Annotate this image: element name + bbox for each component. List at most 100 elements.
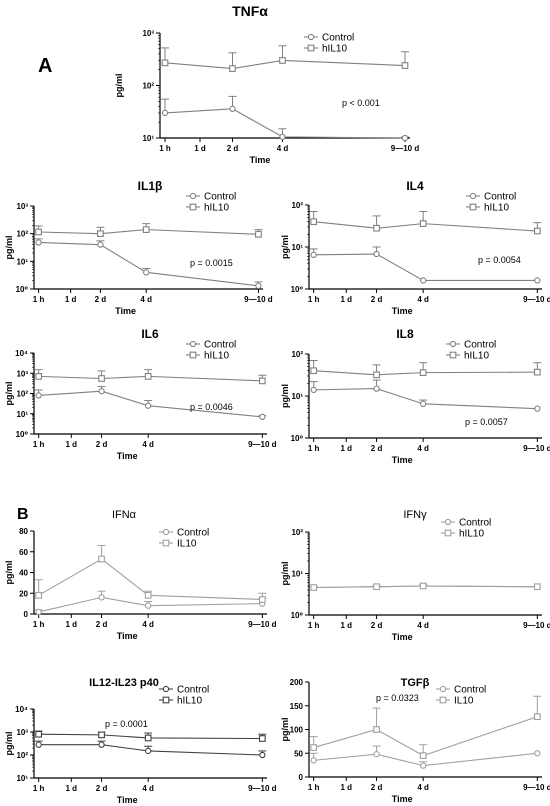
x-tick-label-ifna: 1 h	[33, 620, 45, 629]
y-axis-label-il12: pg/ml	[4, 732, 14, 756]
y-axis-label-il8: pg/ml	[280, 384, 290, 408]
data-point-il8-Control	[373, 385, 380, 392]
legend-marker-il6	[189, 351, 197, 359]
legend-marker-ifng	[444, 529, 452, 537]
legend-label-tnfa: hIL10	[322, 44, 347, 55]
x-tick-label-il6: 9—10 d	[248, 440, 277, 449]
series-line-tnfa-Control	[164, 108, 406, 139]
data-point-il4-Control	[534, 277, 541, 284]
x-axis-label-il12: Time	[117, 795, 138, 805]
data-point-ifna-Control	[98, 594, 105, 601]
x-tick-label-il12: 2 d	[96, 784, 108, 793]
y-tick-label-ifng: 10⁰	[291, 611, 304, 620]
p-value-il4: p = 0.0054	[478, 255, 521, 265]
y-tick-label-il1b: 10¹	[16, 257, 28, 266]
x-tick-label-il6: 4 d	[142, 440, 154, 449]
data-point-il4-hIL10	[533, 227, 541, 235]
data-point-ifng-hIL10	[419, 582, 427, 590]
data-point-tgfb-IL10	[533, 713, 541, 721]
series-line-il6-Control	[38, 390, 263, 418]
x-tick-label-il4: 9—10 d	[523, 295, 550, 304]
series-line-il8-hIL10	[313, 370, 538, 376]
y-tick-label-il6: 10³	[16, 369, 28, 378]
x-tick-label-il12: 9—10 d	[248, 784, 277, 793]
legend-label-ifng: hIL10	[459, 529, 484, 540]
x-tick-label-tgfb: 4 d	[417, 783, 429, 792]
chart-title-il1b: IL1β	[138, 179, 163, 193]
x-axis-label-tgfb: Time	[392, 794, 413, 804]
p-value-il8: p = 0.0057	[465, 417, 508, 427]
x-tick-label-il12: 4 d	[142, 784, 154, 793]
data-point-tnfa-hIL10	[229, 65, 236, 72]
data-point-il6-hIL10	[144, 373, 152, 380]
y-axis-label-ifng: pg/ml	[280, 562, 290, 586]
series-line-tgfb-IL10	[313, 716, 538, 757]
data-point-il1b-Control	[35, 239, 42, 246]
data-point-tgfb-Control	[310, 757, 317, 764]
legend-marker-il8	[449, 351, 457, 359]
chart-ifna: IFNα 0 20 40 60 80 1 h 1 d 2 d 4 d 9—10 d Time pg/ml…	[4, 509, 277, 641]
y-tick-label-tnfa: 10¹	[142, 134, 154, 143]
data-point-ifna-IL10	[98, 555, 105, 563]
chart-title-tnfa: TNFα	[232, 3, 268, 19]
data-point-il12-Control	[35, 741, 42, 748]
data-point-il1b-hIL10	[35, 228, 42, 236]
data-point-ifna-IL10	[144, 591, 152, 599]
chart-title-il6: IL6	[141, 327, 159, 341]
x-tick-label-il12: 1 d	[65, 784, 77, 793]
series-line-il6-hIL10	[38, 375, 263, 382]
chart-title-il8: IL8	[396, 327, 414, 341]
legend-label-il8: hIL10	[464, 351, 489, 362]
series-line-ifna-IL10	[38, 558, 263, 601]
y-tick-label-ifna: 40	[19, 569, 28, 578]
y-tick-label-il6: 10¹	[16, 410, 28, 419]
data-point-tnfa-Control	[279, 133, 286, 141]
data-point-tgfb-Control	[534, 750, 541, 757]
y-tick-label-il6: 10²	[16, 390, 28, 399]
y-tick-label-tgfb: 150	[290, 702, 304, 711]
x-tick-label-ifng: 4 d	[417, 621, 429, 630]
y-tick-label-tnfa: 10³	[142, 29, 154, 38]
x-tick-label-il1b: 1 h	[33, 295, 45, 304]
y-axis-label-tgfb: pg/ml	[280, 718, 290, 742]
x-tick-label-ifna: 2 d	[96, 620, 108, 629]
y-tick-label-il8: 10⁰	[291, 434, 304, 443]
data-point-tgfb-IL10	[310, 744, 318, 751]
chart-il6: IL6 10⁰ 10¹ 10² 10³ 10⁴ 1 h 1 d 2 d 4 d 9—10 d Time…	[4, 327, 277, 461]
y-tick-label-tgfb: 100	[290, 726, 304, 735]
x-tick-label-ifng: 1 d	[340, 621, 352, 630]
series-line-il8-Control	[313, 388, 538, 410]
series-line-ifng-hIL10	[313, 585, 538, 589]
data-point-il6-Control	[259, 413, 266, 421]
x-tick-label-tnfa: 1 d	[194, 144, 206, 153]
p-value-il6: p = 0.0046	[190, 402, 233, 412]
y-tick-label-il4: 10⁰	[291, 285, 304, 294]
data-point-il6-Control	[98, 388, 105, 395]
legend-label-il1b: Control	[204, 192, 236, 203]
data-point-il6-Control	[35, 392, 42, 399]
legend-marker-il8	[449, 340, 457, 348]
legend-marker-tnfa	[307, 33, 315, 41]
x-tick-label-il6: 1 d	[65, 440, 77, 449]
data-point-ifng-hIL10	[533, 583, 541, 591]
legend-label-tnfa: Control	[322, 33, 354, 44]
x-tick-label-tnfa: 9—10 d	[391, 144, 420, 153]
p-value-tnfa: p < 0.001	[342, 98, 380, 108]
data-point-ifna-IL10	[258, 596, 266, 603]
x-tick-label-il4: 2 d	[371, 295, 383, 304]
y-tick-label-il6: 10⁰	[16, 430, 29, 439]
y-tick-label-ifna: 20	[19, 589, 28, 598]
series-line-il4-hIL10	[313, 221, 538, 232]
y-tick-label-tgfb: 50	[294, 749, 303, 758]
chart-title-tgfb: TGFβ	[401, 677, 430, 689]
series-line-il12-Control	[38, 744, 263, 756]
legend-marker-ifng	[444, 518, 452, 526]
series-line-il1b-hIL10	[38, 229, 259, 235]
y-tick-label-il8: 10¹	[291, 392, 303, 401]
chart-il1b: IL1β 10⁰ 10¹ 10² 10³ 1 h 1 d 2 d 4 d 9—10 d Time pg…	[4, 179, 273, 316]
x-axis-label-il6: Time	[117, 451, 138, 461]
data-point-il4-Control	[420, 277, 427, 284]
y-axis-label-il4: pg/ml	[280, 235, 290, 259]
legend-label-ifna: Control	[177, 528, 209, 539]
